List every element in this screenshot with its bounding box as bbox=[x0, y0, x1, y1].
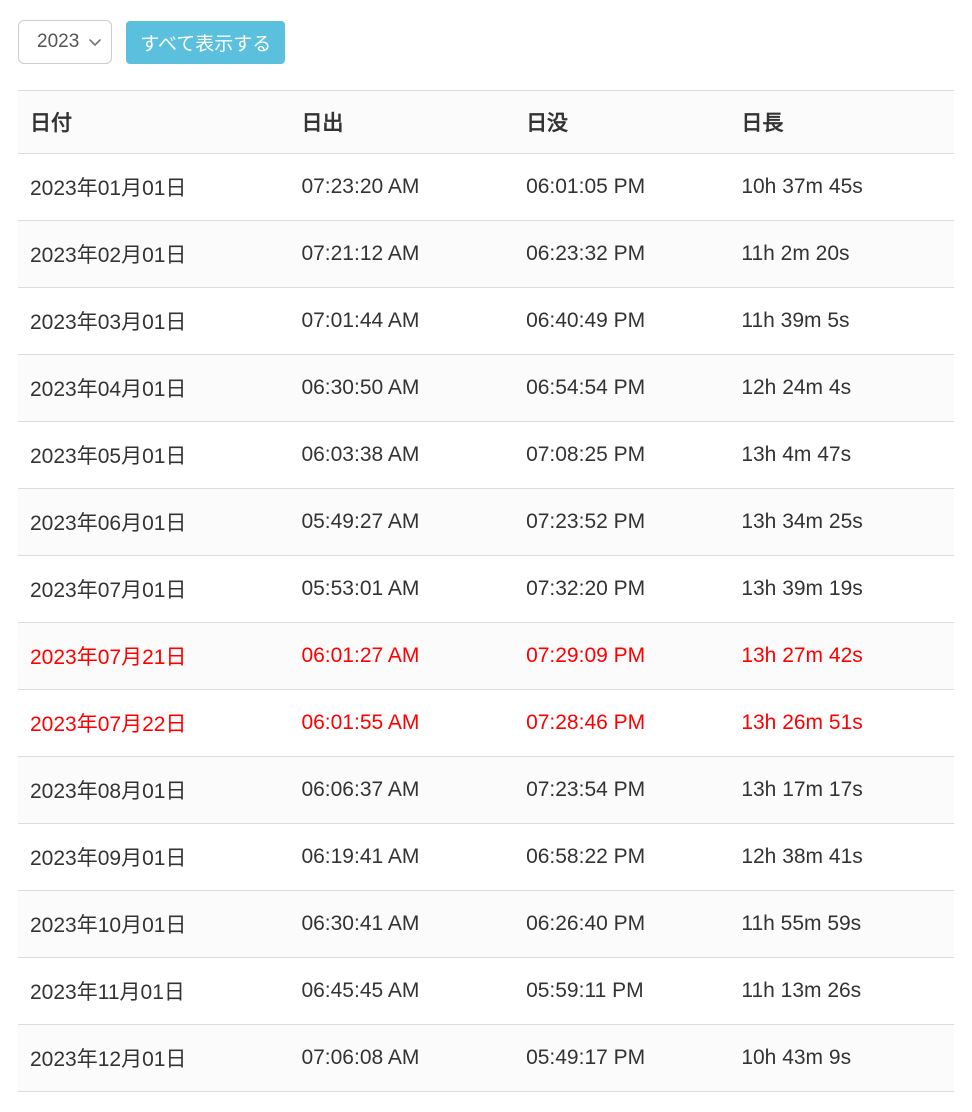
cell-daylength: 11h 13m 26s bbox=[729, 958, 954, 1025]
cell-daylength: 11h 39m 5s bbox=[729, 288, 954, 355]
cell-sunrise: 06:01:55 AM bbox=[289, 690, 514, 757]
cell-daylength: 10h 37m 45s bbox=[729, 154, 954, 221]
col-date: 日付 bbox=[18, 91, 289, 154]
table-row: 2023年09月01日06:19:41 AM06:58:22 PM12h 38m… bbox=[18, 824, 954, 891]
cell-date: 2023年07月21日 bbox=[18, 623, 289, 690]
cell-sunrise: 05:53:01 AM bbox=[289, 556, 514, 623]
table-body: 2023年01月01日07:23:20 AM06:01:05 PM10h 37m… bbox=[18, 154, 954, 1092]
table-row: 2023年06月01日05:49:27 AM07:23:52 PM13h 34m… bbox=[18, 489, 954, 556]
cell-sunset: 07:08:25 PM bbox=[514, 422, 729, 489]
controls-bar: 2023 すべて表示する bbox=[18, 20, 954, 64]
cell-sunset: 06:58:22 PM bbox=[514, 824, 729, 891]
cell-date: 2023年07月22日 bbox=[18, 690, 289, 757]
cell-daylength: 10h 43m 9s bbox=[729, 1025, 954, 1092]
cell-sunrise: 06:03:38 AM bbox=[289, 422, 514, 489]
cell-sunset: 07:23:52 PM bbox=[514, 489, 729, 556]
cell-daylength: 12h 24m 4s bbox=[729, 355, 954, 422]
cell-date: 2023年08月01日 bbox=[18, 757, 289, 824]
col-daylength: 日長 bbox=[729, 91, 954, 154]
table-row: 2023年02月01日07:21:12 AM06:23:32 PM11h 2m … bbox=[18, 221, 954, 288]
cell-date: 2023年03月01日 bbox=[18, 288, 289, 355]
cell-sunset: 07:29:09 PM bbox=[514, 623, 729, 690]
table-row: 2023年11月01日06:45:45 AM05:59:11 PM11h 13m… bbox=[18, 958, 954, 1025]
cell-sunrise: 07:23:20 AM bbox=[289, 154, 514, 221]
cell-sunset: 06:23:32 PM bbox=[514, 221, 729, 288]
table-row: 2023年08月01日06:06:37 AM07:23:54 PM13h 17m… bbox=[18, 757, 954, 824]
table-row: 2023年07月01日05:53:01 AM07:32:20 PM13h 39m… bbox=[18, 556, 954, 623]
cell-sunset: 05:49:17 PM bbox=[514, 1025, 729, 1092]
cell-daylength: 11h 2m 20s bbox=[729, 221, 954, 288]
table-row: 2023年10月01日06:30:41 AM06:26:40 PM11h 55m… bbox=[18, 891, 954, 958]
cell-daylength: 12h 38m 41s bbox=[729, 824, 954, 891]
cell-sunrise: 06:30:50 AM bbox=[289, 355, 514, 422]
cell-date: 2023年07月01日 bbox=[18, 556, 289, 623]
sun-table: 日付 日出 日没 日長 2023年01月01日07:23:20 AM06:01:… bbox=[18, 90, 954, 1092]
cell-sunrise: 06:19:41 AM bbox=[289, 824, 514, 891]
cell-daylength: 11h 55m 59s bbox=[729, 891, 954, 958]
cell-date: 2023年11月01日 bbox=[18, 958, 289, 1025]
cell-sunset: 07:23:54 PM bbox=[514, 757, 729, 824]
cell-daylength: 13h 39m 19s bbox=[729, 556, 954, 623]
cell-sunrise: 05:49:27 AM bbox=[289, 489, 514, 556]
table-row: 2023年01月01日07:23:20 AM06:01:05 PM10h 37m… bbox=[18, 154, 954, 221]
cell-date: 2023年01月01日 bbox=[18, 154, 289, 221]
cell-daylength: 13h 4m 47s bbox=[729, 422, 954, 489]
show-all-button[interactable]: すべて表示する bbox=[126, 21, 285, 64]
cell-daylength: 13h 26m 51s bbox=[729, 690, 954, 757]
table-row: 2023年12月01日07:06:08 AM05:49:17 PM10h 43m… bbox=[18, 1025, 954, 1092]
table-row: 2023年07月22日06:01:55 AM07:28:46 PM13h 26m… bbox=[18, 690, 954, 757]
cell-date: 2023年04月01日 bbox=[18, 355, 289, 422]
cell-date: 2023年10月01日 bbox=[18, 891, 289, 958]
cell-daylength: 13h 17m 17s bbox=[729, 757, 954, 824]
cell-date: 2023年12月01日 bbox=[18, 1025, 289, 1092]
col-sunrise: 日出 bbox=[289, 91, 514, 154]
cell-sunset: 06:40:49 PM bbox=[514, 288, 729, 355]
table-row: 2023年07月21日06:01:27 AM07:29:09 PM13h 27m… bbox=[18, 623, 954, 690]
cell-sunrise: 07:21:12 AM bbox=[289, 221, 514, 288]
cell-daylength: 13h 34m 25s bbox=[729, 489, 954, 556]
cell-sunrise: 07:06:08 AM bbox=[289, 1025, 514, 1092]
cell-sunrise: 06:30:41 AM bbox=[289, 891, 514, 958]
cell-sunrise: 06:45:45 AM bbox=[289, 958, 514, 1025]
cell-sunset: 07:28:46 PM bbox=[514, 690, 729, 757]
table-row: 2023年05月01日06:03:38 AM07:08:25 PM13h 4m … bbox=[18, 422, 954, 489]
year-select[interactable]: 2023 bbox=[18, 20, 112, 64]
cell-sunrise: 06:01:27 AM bbox=[289, 623, 514, 690]
col-sunset: 日没 bbox=[514, 91, 729, 154]
table-row: 2023年04月01日06:30:50 AM06:54:54 PM12h 24m… bbox=[18, 355, 954, 422]
cell-sunrise: 06:06:37 AM bbox=[289, 757, 514, 824]
table-header-row: 日付 日出 日没 日長 bbox=[18, 91, 954, 154]
cell-sunset: 07:32:20 PM bbox=[514, 556, 729, 623]
chevron-down-icon bbox=[89, 31, 101, 53]
cell-sunset: 06:26:40 PM bbox=[514, 891, 729, 958]
cell-sunset: 05:59:11 PM bbox=[514, 958, 729, 1025]
cell-date: 2023年09月01日 bbox=[18, 824, 289, 891]
cell-date: 2023年05月01日 bbox=[18, 422, 289, 489]
cell-sunset: 06:54:54 PM bbox=[514, 355, 729, 422]
year-select-value: 2023 bbox=[37, 31, 79, 53]
cell-sunset: 06:01:05 PM bbox=[514, 154, 729, 221]
cell-date: 2023年02月01日 bbox=[18, 221, 289, 288]
cell-sunrise: 07:01:44 AM bbox=[289, 288, 514, 355]
table-row: 2023年03月01日07:01:44 AM06:40:49 PM11h 39m… bbox=[18, 288, 954, 355]
cell-date: 2023年06月01日 bbox=[18, 489, 289, 556]
cell-daylength: 13h 27m 42s bbox=[729, 623, 954, 690]
